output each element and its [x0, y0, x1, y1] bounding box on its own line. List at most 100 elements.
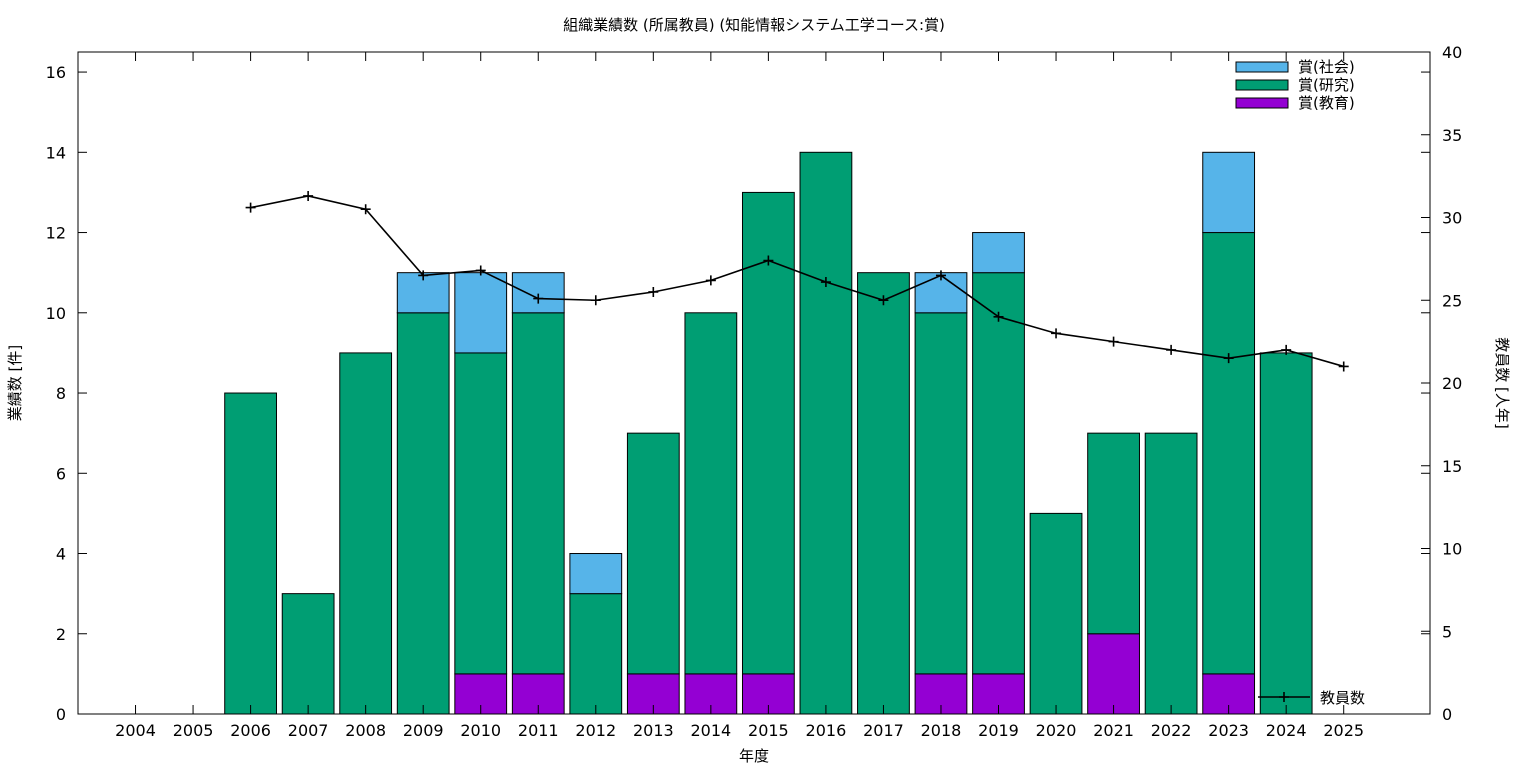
- x-tick-label: 2008: [345, 721, 386, 740]
- x-tick-label: 2016: [806, 721, 847, 740]
- x-tick-label: 2013: [633, 721, 674, 740]
- legend-swatch: [1235, 61, 1289, 73]
- line-教員数: [250, 195, 1344, 368]
- y-tick-label: 12: [46, 224, 66, 243]
- line-point: [1338, 361, 1349, 372]
- x-tick-label: 2020: [1036, 721, 1077, 740]
- y-tick-label: 14: [46, 143, 66, 162]
- y2-tick-label: 40: [1442, 43, 1462, 62]
- bar-2024-series-2: [1259, 352, 1313, 715]
- line-point: [360, 204, 371, 215]
- line-point: [993, 311, 1004, 322]
- bar-2015-series-2: [741, 191, 795, 675]
- line-legend: 教員数: [1258, 689, 1365, 707]
- y-tick-label: 2: [56, 625, 66, 644]
- y2-tick-label: 0: [1442, 705, 1452, 724]
- line-point: [935, 270, 946, 281]
- x-tick-label: 2023: [1208, 721, 1249, 740]
- bar-2023-series-2: [1202, 232, 1256, 675]
- x-tick-label: 2009: [403, 721, 444, 740]
- bar-2008-series-2: [339, 352, 393, 715]
- y-tick-label: 4: [56, 545, 66, 564]
- y2-axis-label: 教員数 [人年]: [1493, 337, 1511, 428]
- line-point: [1108, 336, 1119, 347]
- x-tick-label: 2015: [748, 721, 789, 740]
- line-point: [245, 202, 256, 213]
- bar-2019-series-3: [972, 232, 1025, 274]
- bar-2011-series-3: [511, 272, 565, 314]
- line-point: [303, 190, 314, 201]
- line-point: [763, 255, 774, 266]
- bar-2020-series-2: [1029, 512, 1083, 715]
- y2-tick-label: 20: [1442, 374, 1462, 393]
- y-tick-label: 0: [56, 705, 66, 724]
- bar-2009-series-2: [396, 312, 450, 715]
- bar-2023-series-3: [1202, 151, 1256, 234]
- bar-2022-series-2: [1144, 432, 1198, 715]
- bar-2016-series-2: [799, 151, 853, 715]
- y2-tick-label: 5: [1442, 622, 1452, 641]
- y-tick-label: 6: [56, 464, 66, 483]
- x-tick-label: 2024: [1266, 721, 1307, 740]
- y-tick-label: 10: [46, 304, 66, 323]
- bar-2018-series-2: [914, 312, 968, 675]
- line-point: [1166, 344, 1177, 355]
- legend-swatch: [1235, 79, 1289, 91]
- x-tick-label: 2022: [1151, 721, 1192, 740]
- x-tick-label: 2006: [230, 721, 271, 740]
- legend-swatch: [1235, 97, 1289, 109]
- x-tick-label: 2011: [518, 721, 559, 740]
- x-tick-label: 2007: [288, 721, 329, 740]
- x-tick-label: 2019: [978, 721, 1019, 740]
- x-tick-label: 2025: [1323, 721, 1364, 740]
- line-point: [878, 295, 889, 306]
- line-point: [590, 295, 601, 306]
- bar-2021-series-2: [1087, 432, 1140, 635]
- line-point: [820, 277, 831, 288]
- legend-label: 賞(教育): [1298, 94, 1355, 112]
- line-point: [1281, 344, 1292, 355]
- line-point: [1051, 328, 1062, 339]
- y-tick-label: 8: [56, 384, 66, 403]
- bar-2017-series-2: [857, 272, 910, 715]
- line-point: [1223, 353, 1234, 364]
- legend-label: 賞(研究): [1298, 76, 1355, 94]
- bar-2011-series-2: [511, 312, 565, 675]
- y2-tick-label: 10: [1442, 540, 1462, 559]
- y-axis-label: 業績数 [件]: [6, 345, 24, 421]
- x-tick-label: 2004: [115, 721, 156, 740]
- line-point: [475, 265, 486, 276]
- y2-tick-label: 35: [1442, 126, 1462, 145]
- y-tick-label: 16: [46, 63, 66, 82]
- x-tick-label: 2018: [921, 721, 962, 740]
- y2-tick-label: 15: [1442, 457, 1462, 476]
- bar-2013-series-2: [626, 432, 680, 675]
- bar-2019-series-2: [972, 272, 1025, 675]
- x-tick-label: 2017: [863, 721, 904, 740]
- x-tick-label: 2014: [690, 721, 731, 740]
- x-tick-label: 2021: [1093, 721, 1134, 740]
- bar-2010-series-2: [454, 352, 508, 675]
- line-legend-marker: [1279, 692, 1289, 702]
- line-point: [418, 270, 429, 281]
- line-point: [533, 293, 544, 304]
- legend-label: 賞(社会): [1298, 58, 1355, 76]
- y2-tick-label: 30: [1442, 209, 1462, 228]
- line-layer: [245, 190, 1349, 372]
- bar-2014-series-2: [684, 312, 738, 675]
- bar-2010-series-3: [454, 272, 508, 354]
- x-tick-label: 2012: [575, 721, 616, 740]
- y2-tick-label: 25: [1442, 291, 1462, 310]
- bar-2007-series-2: [281, 593, 335, 715]
- chart-title: 組織業績数 (所属教員) (知能情報システム工学コース:賞): [563, 16, 945, 34]
- bars-layer: [224, 151, 1313, 715]
- x-tick-label: 2010: [460, 721, 501, 740]
- bar-2021-series-1: [1087, 633, 1140, 715]
- bar-2006-series-2: [224, 392, 277, 715]
- line-point: [705, 275, 716, 286]
- bar-2018-series-3: [914, 272, 968, 314]
- legend: 賞(社会)賞(研究)賞(教育): [1235, 58, 1355, 112]
- bar-2012-series-3: [569, 553, 623, 595]
